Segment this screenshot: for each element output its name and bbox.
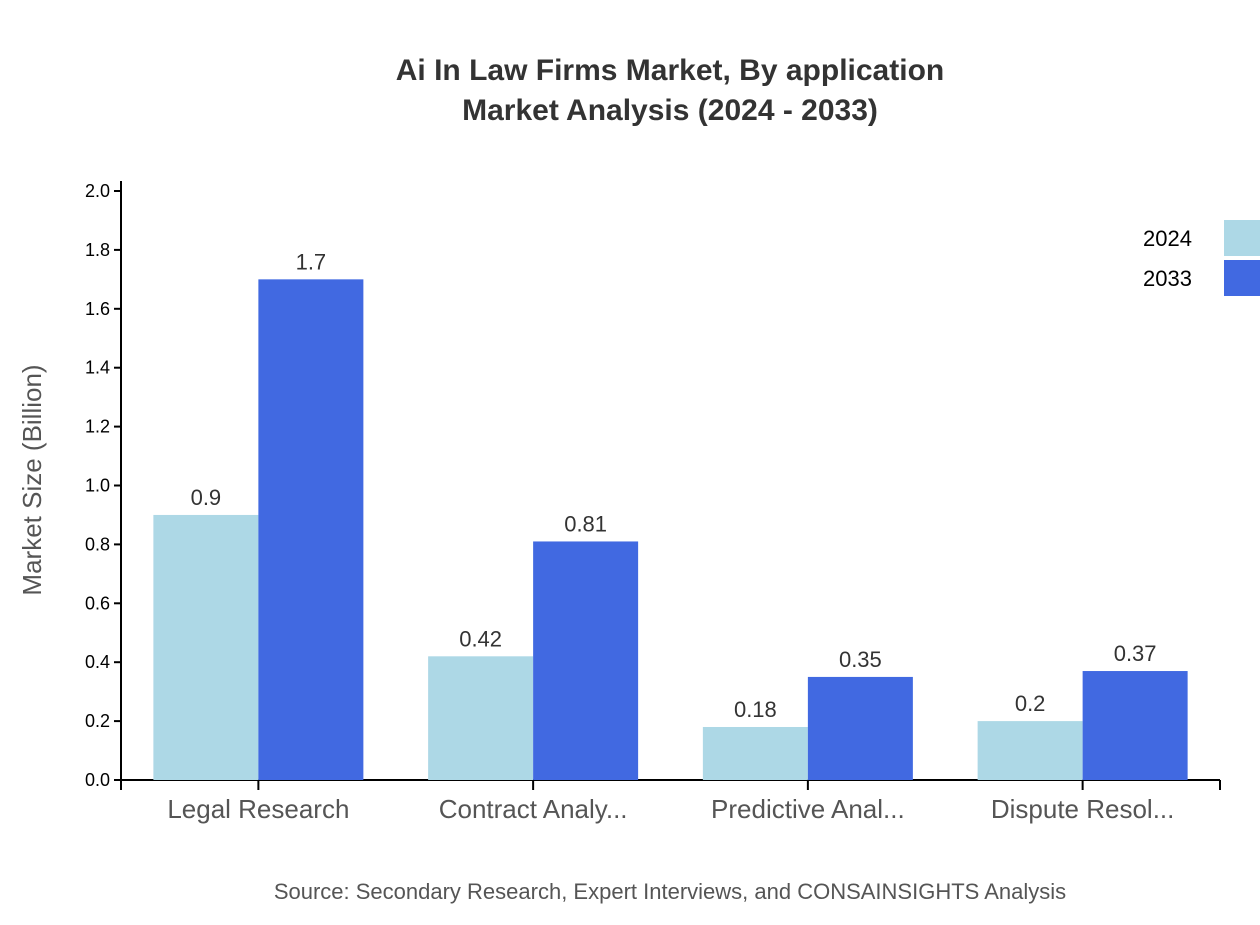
y-tick-label: 1.8 [85,240,110,260]
y-tick-label: 0.8 [85,534,110,554]
legend-label: 2024 [1143,226,1192,251]
bar-2033-2 [807,676,913,780]
x-axis: Legal Research Contract Analy... Predictiv… [120,779,1221,824]
bar-2024-1 [428,656,534,780]
bar-2024-3 [977,721,1083,780]
y-axis: 0.0 0.2 0.4 0.6 0.8 1.0 1.2 1.4 1.6 1.8 2.0 [85,181,122,790]
y-tick-label: 2.0 [85,181,110,201]
bar-2033-0 [258,279,364,780]
x-tick-label: Predictive Anal... [711,794,905,824]
data-label: 0.37 [1114,641,1157,666]
legend-label: 2033 [1143,266,1192,291]
y-tick-label: 1.2 [85,417,110,437]
x-tick-label: Legal Research [167,794,349,824]
legend-swatch-2033 [1224,260,1260,296]
bars: 0.9 1.7 0.42 0.81 0.18 0.35 0.2 0.37 [153,249,1188,780]
chart-title: Ai In Law Firms Market, By application [396,54,944,87]
chart-subtitle: Market Analysis (2024 - 2033) [462,94,878,127]
y-tick-label: 0.0 [85,770,110,790]
x-tick-label: Dispute Resol... [991,794,1175,824]
data-label: 0.9 [191,485,222,510]
data-label: 0.42 [459,626,502,651]
y-tick-label: 0.2 [85,711,110,731]
y-tick-label: 1.0 [85,476,110,496]
legend: 2024 2033 [1143,220,1260,296]
data-label: 0.18 [734,697,777,722]
bar-2024-0 [153,514,259,780]
data-label: 0.35 [839,647,882,672]
bar-2024-2 [702,726,808,780]
bar-2033-1 [533,541,639,780]
data-label: 1.7 [296,249,327,274]
source-note: Source: Secondary Research, Expert Inter… [274,879,1066,904]
y-axis-label: Market Size (Billion) [17,364,47,595]
data-label: 0.81 [564,511,607,536]
y-tick-label: 1.6 [85,299,110,319]
bar-2033-3 [1082,671,1188,780]
x-tick-label: Contract Analy... [439,794,628,824]
legend-swatch-2024 [1224,220,1260,256]
y-tick-label: 0.6 [85,593,110,613]
y-tick-label: 0.4 [85,652,110,672]
y-tick-label: 1.4 [85,358,110,378]
data-label: 0.2 [1015,691,1046,716]
